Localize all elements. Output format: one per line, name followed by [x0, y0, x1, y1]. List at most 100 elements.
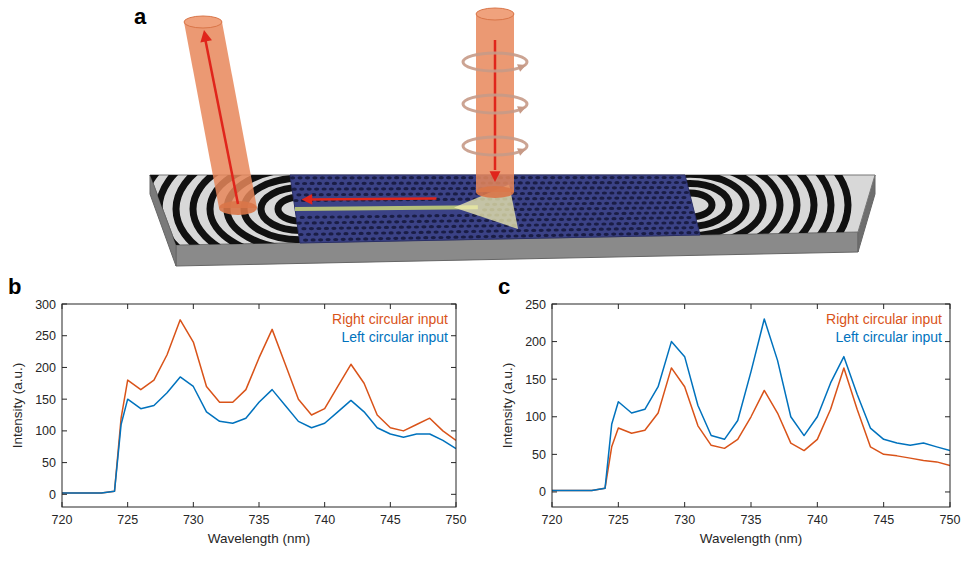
hole: [534, 208, 539, 211]
legend: Right circular inputLeft circular input: [332, 311, 448, 345]
hole: [659, 196, 664, 199]
hole: [349, 221, 354, 224]
hole: [339, 182, 344, 185]
y-tick-label: 200: [525, 335, 546, 349]
hole: [671, 201, 676, 204]
hole: [524, 229, 529, 232]
hole: [346, 226, 351, 229]
hole: [419, 231, 424, 234]
hole: [664, 216, 669, 219]
hole: [632, 207, 637, 210]
hole: [679, 231, 684, 234]
hole: [359, 232, 364, 235]
hole: [330, 215, 335, 218]
plot-area: [62, 320, 456, 493]
hole: [562, 213, 567, 216]
x-tick: [259, 304, 260, 309]
hole: [652, 181, 657, 184]
legend: Right circular inputLeft circular input: [826, 311, 942, 345]
hole: [406, 226, 411, 229]
hole: [352, 215, 357, 218]
hole: [389, 215, 394, 218]
hole: [609, 191, 614, 194]
y-tick: [552, 454, 557, 455]
hole: [443, 198, 448, 201]
hole: [557, 192, 562, 195]
hole: [627, 202, 632, 205]
hole: [592, 181, 597, 184]
hole: [574, 233, 579, 236]
y-tick: [552, 304, 557, 305]
hole: [331, 227, 336, 230]
hole: [590, 186, 595, 189]
hole: [317, 182, 322, 185]
hole: [336, 187, 341, 190]
hole: [535, 176, 540, 179]
hole: [416, 176, 421, 179]
hole: [616, 222, 621, 225]
hole: [579, 207, 584, 210]
hole: [466, 182, 471, 185]
hole: [464, 214, 469, 217]
hole: [300, 216, 305, 219]
legend-entry: Right circular input: [826, 311, 942, 327]
hole: [679, 216, 684, 219]
x-tick-label: 725: [608, 513, 629, 527]
hole: [356, 237, 361, 240]
hole: [550, 192, 555, 195]
y-tick-label: 0: [539, 485, 546, 499]
hole: [634, 217, 639, 220]
x-tick: [193, 304, 194, 309]
arrow-head: [302, 194, 313, 205]
hole: [397, 215, 402, 218]
hole: [451, 225, 456, 228]
y-tick-label: 50: [532, 448, 546, 462]
hole: [614, 181, 619, 184]
hole: [357, 221, 362, 224]
hole: [662, 176, 667, 179]
hole: [393, 193, 398, 196]
hole: [393, 237, 398, 240]
hole: [604, 186, 609, 189]
hole: [532, 213, 537, 216]
hole: [550, 176, 555, 179]
hole: [555, 181, 560, 184]
x-tick: [552, 502, 553, 507]
hole: [468, 192, 473, 195]
polarisation-loop: [463, 137, 527, 155]
x-tick: [618, 304, 619, 309]
hole: [311, 238, 316, 241]
hole: [629, 212, 634, 215]
hole: [559, 202, 564, 205]
hole: [582, 202, 587, 205]
hole: [432, 220, 437, 223]
hole: [468, 176, 473, 179]
hole: [577, 212, 582, 215]
hole: [644, 181, 649, 184]
hole: [517, 197, 522, 200]
hole: [594, 191, 599, 194]
hole: [316, 227, 321, 230]
hole: [581, 218, 586, 221]
hole: [554, 228, 559, 231]
hole: [372, 221, 377, 224]
hole: [577, 197, 582, 200]
x-tick: [684, 304, 685, 309]
hole: [574, 202, 579, 205]
hole: [394, 220, 399, 223]
hole: [599, 228, 604, 231]
hole: [584, 197, 589, 200]
hole: [445, 192, 450, 195]
hole: [627, 186, 632, 189]
hole: [564, 223, 569, 226]
hole: [569, 197, 574, 200]
hole: [586, 223, 591, 226]
hole: [642, 201, 647, 204]
hole: [610, 176, 615, 179]
x-tick-label: 745: [380, 513, 401, 527]
x-tick-label: 730: [183, 513, 204, 527]
hole: [686, 201, 691, 204]
y-tick: [451, 399, 456, 400]
hole: [339, 227, 344, 230]
hole: [324, 227, 329, 230]
